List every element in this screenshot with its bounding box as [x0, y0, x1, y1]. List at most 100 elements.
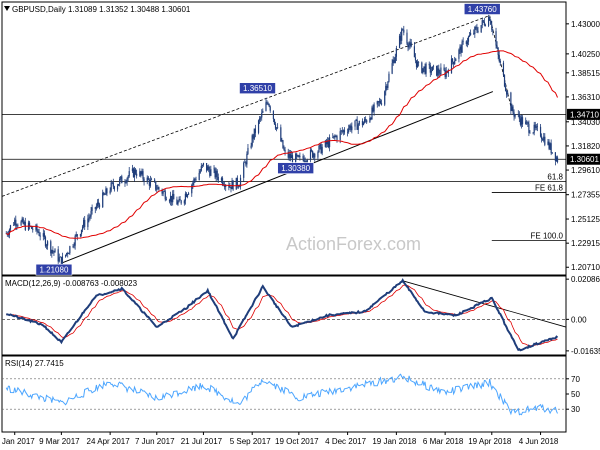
candle-body — [496, 45, 498, 48]
candle-body — [228, 185, 230, 188]
candle-body — [103, 192, 105, 195]
candle-body — [260, 117, 262, 119]
candle-body — [132, 168, 135, 178]
candle-body — [158, 187, 160, 190]
candle-body — [148, 179, 150, 186]
candle-body — [534, 124, 536, 128]
candle-body — [259, 118, 261, 121]
candle-body — [42, 233, 44, 237]
candle-body — [23, 221, 25, 224]
candle-body — [377, 101, 379, 103]
candle-body — [98, 204, 101, 208]
candle-body — [191, 185, 193, 194]
candle-body — [408, 44, 410, 48]
candle-body — [365, 119, 367, 121]
candle-body — [369, 117, 371, 123]
candle-body — [208, 166, 210, 170]
candle-body — [141, 171, 143, 175]
x-tick-label: 4 Dec 2017 — [325, 437, 366, 446]
candle-body — [164, 191, 166, 200]
candle-body — [44, 236, 47, 247]
candle-body — [133, 169, 136, 178]
candle-body — [46, 241, 49, 246]
candle-body — [68, 253, 70, 255]
candle-body — [388, 73, 390, 82]
candle-body — [325, 140, 328, 145]
candle-body — [52, 250, 54, 252]
candle-body — [376, 101, 378, 105]
macd-y-tick-label: 0.020861 — [571, 275, 600, 284]
fib-level-label: FE 61.8 — [535, 184, 564, 193]
candle-body — [362, 122, 365, 126]
x-tick-label: 24 Jan 2017 — [0, 437, 35, 446]
candle-body — [274, 124, 277, 129]
candle-body — [257, 120, 260, 133]
x-tick-label: 9 Mar 2017 — [39, 437, 80, 446]
candle-body — [551, 152, 553, 154]
price-y-tick-label: 1.36310 — [571, 93, 600, 102]
candle-body — [139, 171, 141, 176]
candle-body — [147, 177, 149, 180]
candle-body — [517, 114, 519, 115]
candle-body — [302, 156, 304, 159]
candle-body — [401, 29, 403, 41]
candle-body — [398, 35, 401, 49]
candle-body — [118, 184, 120, 186]
candle-body — [111, 182, 113, 184]
candle-body — [32, 228, 34, 230]
candle-body — [511, 106, 513, 112]
price-tag-label: 1.34710 — [570, 110, 599, 119]
candle-body — [126, 178, 128, 183]
candle-body — [31, 226, 33, 229]
candle-body — [392, 59, 394, 64]
candle-body — [75, 234, 77, 236]
candle-body — [549, 143, 551, 149]
candle-body — [97, 202, 100, 205]
candle-body — [332, 137, 334, 138]
candle-body — [243, 162, 245, 178]
candle-body — [343, 130, 346, 133]
price-point-label: 1.43760 — [468, 5, 497, 14]
candle-body — [236, 177, 238, 186]
candle-body — [438, 68, 440, 74]
macd-y-tick-label: -0.016357 — [571, 347, 600, 356]
candle-body — [469, 32, 472, 36]
candle-body — [351, 126, 353, 131]
candle-body — [38, 231, 40, 236]
candle-body — [483, 21, 485, 26]
price-y-tick-label: 1.40250 — [571, 50, 600, 59]
candle-body — [431, 66, 434, 71]
macd-panel-title: MACD(12,26,9) -0.008763 -0.008023 — [5, 279, 138, 288]
candle-body — [423, 66, 425, 69]
candle-body — [462, 41, 464, 42]
candle-body — [35, 225, 37, 230]
candle-body — [525, 121, 527, 125]
candle-body — [168, 200, 171, 202]
candle-body — [542, 138, 544, 141]
candle-body — [335, 136, 337, 137]
candle-body — [418, 62, 420, 63]
candle-body — [150, 179, 153, 181]
candle-body — [541, 136, 543, 139]
candle-body — [15, 219, 17, 226]
candle-body — [275, 127, 278, 129]
price-y-tick-label: 1.20710 — [571, 263, 600, 272]
candle-body — [555, 157, 558, 162]
panel-menu-triangle[interactable] — [4, 6, 10, 11]
candle-body — [421, 62, 423, 73]
fib-level-label: FE 100.0 — [531, 232, 564, 241]
candle-body — [96, 202, 99, 207]
candle-body — [54, 249, 56, 253]
candle-body — [69, 246, 71, 254]
candle-body — [83, 219, 85, 227]
candle-body — [87, 218, 89, 228]
candle-body — [287, 151, 289, 158]
candle-body — [200, 166, 202, 171]
candle-body — [306, 160, 308, 162]
candle-body — [432, 65, 435, 67]
candle-body — [410, 42, 412, 47]
upper-channel-line — [1, 15, 490, 197]
candle-body — [235, 177, 237, 190]
candle-body — [237, 185, 240, 187]
candle-body — [454, 61, 456, 65]
